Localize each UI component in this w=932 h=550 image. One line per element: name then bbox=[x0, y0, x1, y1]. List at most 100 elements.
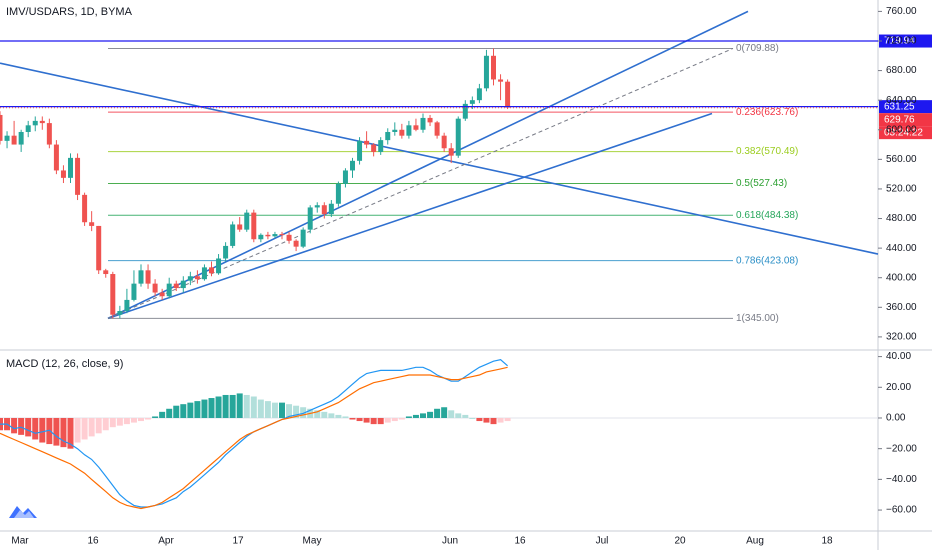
macd-histogram-bar bbox=[215, 396, 222, 418]
macd-histogram-bar bbox=[180, 404, 187, 418]
candle-body bbox=[455, 118, 461, 156]
candle-body bbox=[82, 194, 88, 223]
time-axis-label: Jun bbox=[442, 536, 458, 547]
time-axis-label: 17 bbox=[232, 536, 244, 547]
macd-histogram-bar bbox=[462, 414, 469, 418]
candle-body bbox=[25, 125, 31, 132]
macd-tick-label: −20.00 bbox=[886, 443, 917, 454]
candle-body bbox=[187, 276, 193, 281]
candle-body bbox=[11, 135, 17, 145]
tradingview-logo-icon[interactable] bbox=[6, 500, 40, 522]
time-axis-label: 16 bbox=[87, 536, 99, 547]
ascending-trendline-upper bbox=[107, 10, 749, 320]
macd-histogram-bar bbox=[300, 407, 307, 418]
chart-title: IMV/USDARS, 1D, BYMA bbox=[6, 6, 132, 18]
macd-histogram-bar bbox=[405, 416, 412, 418]
candle-body bbox=[406, 125, 412, 136]
macd-histogram-bar bbox=[173, 405, 180, 418]
macd-histogram-bar bbox=[497, 417, 504, 423]
macd-histogram-bar bbox=[229, 394, 236, 418]
candle-body bbox=[314, 205, 320, 208]
candle-body bbox=[350, 160, 355, 171]
candle-body bbox=[434, 122, 440, 136]
axes: 760.00 720.00 680.00 640.00 600.00 560.00 520.… bbox=[11, 6, 917, 547]
candle-body bbox=[448, 148, 454, 156]
macd-tick-label: 0.00 bbox=[886, 413, 906, 424]
candle-body bbox=[385, 131, 391, 141]
candle-body bbox=[46, 123, 52, 145]
candle-body bbox=[89, 222, 95, 226]
macd-histogram-bar bbox=[483, 417, 490, 423]
candle-body bbox=[145, 270, 151, 284]
macd-tick-label: −40.00 bbox=[886, 474, 917, 485]
macd-histogram-bar bbox=[25, 417, 32, 437]
price-tick-label: 720.00 bbox=[886, 36, 917, 47]
macd-histogram-bar bbox=[166, 408, 173, 418]
candle-body bbox=[152, 283, 158, 293]
candle-body bbox=[371, 144, 377, 152]
candle-body bbox=[293, 240, 299, 247]
candle-body bbox=[223, 245, 229, 259]
macd-tick-label: −60.00 bbox=[886, 505, 917, 516]
macd-histogram-bar bbox=[504, 417, 511, 422]
candle-body bbox=[32, 120, 38, 126]
macd-histogram-bar bbox=[314, 410, 321, 418]
price-badge-label: 719.94 bbox=[884, 36, 915, 47]
candle-body bbox=[166, 283, 172, 297]
macd-histogram-bar bbox=[116, 417, 123, 426]
candle-body bbox=[392, 129, 398, 132]
macd-tick-label: 20.00 bbox=[886, 382, 911, 393]
macd-histogram-bar bbox=[370, 417, 377, 425]
price-badge-bg bbox=[879, 126, 932, 140]
candle-body bbox=[216, 258, 222, 274]
horizontal-lines[interactable]: 719.94 631.25 629.76 03:24:22 bbox=[0, 34, 932, 140]
price-badge-bg bbox=[879, 34, 932, 48]
candle-body bbox=[265, 234, 271, 237]
macd-histogram-bar bbox=[469, 417, 476, 419]
macd-histogram-bar bbox=[236, 393, 243, 418]
time-axis-label: Mar bbox=[11, 536, 29, 547]
fib-level-label: 0.786(423.08) bbox=[736, 255, 798, 266]
candle-body bbox=[230, 224, 236, 246]
macd-histogram-bar bbox=[138, 417, 144, 422]
macd-histogram-bar bbox=[448, 410, 455, 418]
fib-diagonal-dashed bbox=[107, 48, 734, 319]
candle-body bbox=[251, 212, 257, 240]
candle-body bbox=[342, 170, 348, 184]
candle-body bbox=[279, 234, 285, 236]
macd-histogram-bar bbox=[243, 394, 250, 418]
candle-body bbox=[427, 117, 433, 123]
candle-body bbox=[180, 280, 186, 289]
candle-body bbox=[103, 270, 109, 275]
candle-body bbox=[258, 234, 264, 240]
candle-body bbox=[159, 292, 165, 297]
candle-body bbox=[18, 131, 24, 145]
time-axis-label: Jul bbox=[596, 536, 609, 547]
candle-body bbox=[244, 212, 250, 230]
candle-body bbox=[441, 135, 447, 149]
descending-trendline bbox=[0, 62, 879, 255]
macd-histogram-bar bbox=[286, 404, 293, 418]
candle-body bbox=[364, 140, 370, 145]
fibonacci-retracement[interactable]: 0(709.88) 0.236(623.76) 0.382(570.49) 0.5(5… bbox=[108, 43, 798, 324]
macd-histogram-bar bbox=[208, 398, 215, 418]
price-badge-bg bbox=[879, 113, 932, 127]
macd-histogram-bar bbox=[11, 417, 18, 434]
macd-histogram-bar bbox=[159, 411, 166, 418]
candle-body bbox=[60, 170, 66, 178]
candle-body bbox=[138, 270, 144, 284]
fib-level-label: 0.618(484.38) bbox=[736, 210, 798, 221]
macd-histogram-bar bbox=[102, 417, 109, 431]
candle-body bbox=[335, 183, 341, 204]
candle-body bbox=[498, 79, 504, 82]
fib-level-label: 0.236(623.76) bbox=[736, 107, 798, 118]
macd-histogram-bar bbox=[384, 417, 391, 423]
price-tick-label: 640.00 bbox=[886, 95, 917, 106]
macd-histogram-bar bbox=[349, 417, 356, 420]
macd-histogram-bar bbox=[412, 414, 419, 418]
candle-body bbox=[399, 129, 405, 136]
fib-level-label: 0.382(570.49) bbox=[736, 146, 798, 157]
trendlines[interactable] bbox=[0, 10, 879, 320]
time-axis-label: 20 bbox=[674, 536, 686, 547]
